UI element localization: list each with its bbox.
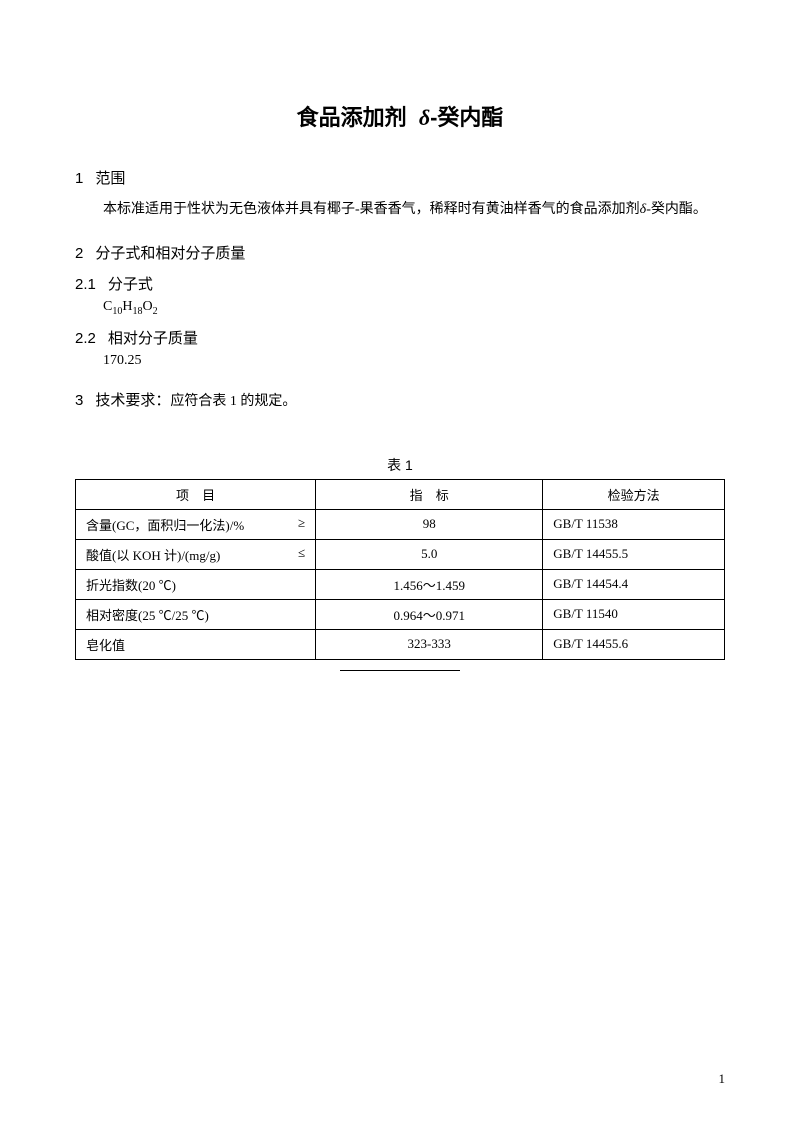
th-spec-b: 标 <box>436 488 449 503</box>
th-item-a: 项 <box>176 488 189 503</box>
table-cell-item: 酸值(以 KOH 计)/(mg/g) ≤ <box>76 539 316 569</box>
molecular-formula: C10H18O2 <box>75 299 725 317</box>
table-cell-item: 折光指数(20 ℃) <box>76 569 316 599</box>
section-2-1-heading: 2.1 分子式 <box>75 273 725 294</box>
row-item: 皂化值 <box>86 638 125 653</box>
table-row: 酸值(以 KOH 计)/(mg/g) ≤ 5.0 GB/T 14455.5 <box>76 539 725 569</box>
title-delta: δ <box>419 105 430 130</box>
section-1-num: 1 <box>75 170 83 187</box>
section-2-2-heading: 2.2 相对分子质量 <box>75 327 725 348</box>
molecular-mass: 170.25 <box>75 353 725 369</box>
table-row: 相对密度(25 ℃/25 ℃) 0.964～0.971 GB/T 11540 <box>76 599 725 629</box>
section-3-heading: 技术要求： <box>95 392 170 409</box>
row-item: 含量(GC，面积归一化法)/% <box>86 518 244 533</box>
table-cell-spec: 1.456～1.459 <box>316 569 543 599</box>
table-cell-method: GB/T 11540 <box>543 599 725 629</box>
th-spec-a: 指 <box>410 488 423 503</box>
section-2-2-title: 相对分子质量 <box>108 330 198 347</box>
th-item-b: 目 <box>202 488 215 503</box>
document-title: 食品添加剂 δ-癸内酯 <box>75 100 725 132</box>
table-cell-method: GB/T 14455.6 <box>543 629 725 659</box>
divider-line <box>340 670 460 671</box>
section-2-2-num: 2.2 <box>75 330 96 347</box>
table-header-method: 检验方法 <box>543 479 725 509</box>
table-header-spec: 指 标 <box>316 479 543 509</box>
section-3-text: 应符合表 1 的规定。 <box>170 394 296 409</box>
section-2-1-num: 2.1 <box>75 276 96 293</box>
th-method: 检验方法 <box>608 488 660 503</box>
formula-o-sub: 2 <box>153 306 158 317</box>
table-cell-method: GB/T 14454.4 <box>543 569 725 599</box>
title-prefix: 食品添加剂 <box>297 105 407 130</box>
formula-c-sub: 10 <box>112 306 122 317</box>
row-item: 相对密度(25 ℃/25 ℃) <box>86 608 209 623</box>
section-3: 3 技术要求：应符合表 1 的规定。 <box>75 389 725 410</box>
table-header-item: 项 目 <box>76 479 316 509</box>
row-suffix: ≤ <box>298 545 305 561</box>
table-row: 皂化值 323-333 GB/T 14455.6 <box>76 629 725 659</box>
formula-h: H <box>122 299 132 314</box>
title-suffix: -癸内酯 <box>430 105 503 130</box>
table-cell-method: GB/T 14455.5 <box>543 539 725 569</box>
table-cell-item: 皂化值 <box>76 629 316 659</box>
table-cell-spec: 0.964～0.971 <box>316 599 543 629</box>
formula-o: O <box>142 299 152 314</box>
table-cell-method: GB/T 11538 <box>543 509 725 539</box>
table-cell-spec: 323-333 <box>316 629 543 659</box>
table-row: 含量(GC，面积归一化法)/% ≥ 98 GB/T 11538 <box>76 509 725 539</box>
table-caption: 表 1 <box>75 455 725 475</box>
section-1-body-suffix: -癸内酯。 <box>646 202 707 217</box>
section-2-title: 分子式和相对分子质量 <box>95 245 245 262</box>
table-cell-item: 相对密度(25 ℃/25 ℃) <box>76 599 316 629</box>
formula-c: C <box>103 299 112 314</box>
table-row: 折光指数(20 ℃) 1.456～1.459 GB/T 14454.4 <box>76 569 725 599</box>
page-number: 1 <box>719 1071 726 1087</box>
section-2-heading: 2 分子式和相对分子质量 <box>75 242 725 263</box>
row-item: 酸值(以 KOH 计)/(mg/g) <box>86 548 220 563</box>
section-1-body: 本标准适用于性状为无色液体并具有椰子-果香香气，稀释时有黄油样香气的食品添加剂δ… <box>75 198 725 222</box>
table-cell-item: 含量(GC，面积归一化法)/% ≥ <box>76 509 316 539</box>
section-2-1-title: 分子式 <box>108 276 153 293</box>
section-1-title: 范围 <box>95 170 125 187</box>
section-1-body-prefix: 本标准适用于性状为无色液体并具有椰子-果香香气，稀释时有黄油样香气的食品添加剂 <box>103 202 640 217</box>
table-cell-spec: 98 <box>316 509 543 539</box>
table-header-row: 项 目 指 标 检验方法 <box>76 479 725 509</box>
table-cell-spec: 5.0 <box>316 539 543 569</box>
section-2-num: 2 <box>75 245 83 262</box>
row-suffix: ≥ <box>298 515 305 531</box>
section-1-heading: 1 范围 <box>75 167 725 188</box>
row-item: 折光指数(20 ℃) <box>86 578 176 593</box>
section-3-num: 3 <box>75 392 83 409</box>
specification-table: 项 目 指 标 检验方法 含量(GC，面积归一化法)/% ≥ 98 GB/T 1… <box>75 479 725 660</box>
formula-h-sub: 18 <box>132 306 142 317</box>
